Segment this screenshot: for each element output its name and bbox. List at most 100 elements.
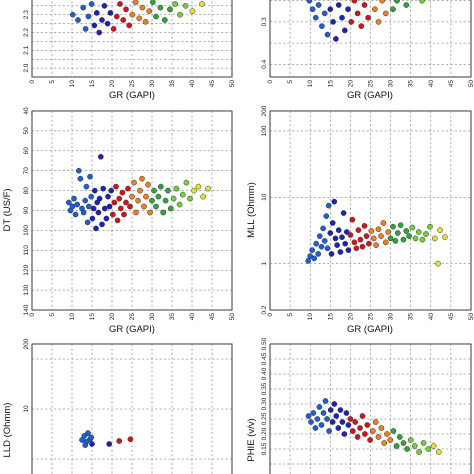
chart-panel-p2: 0 5 10 15 20 25 30 35 40 45 50 0.3 0.4 GR (GAPI)	[261, 0, 474, 101]
data-point	[97, 153, 104, 160]
data-point	[146, 8, 153, 14]
data-point	[343, 229, 350, 235]
data-point	[425, 446, 432, 452]
chart-panel-p6: 0.50 0.45 0.40 0.35 0.30 0.25 0.20 0.15 PHIE (v/…	[246, 337, 472, 474]
data-point	[316, 233, 323, 239]
data-point	[172, 1, 179, 7]
data-point	[153, 203, 159, 210]
data-point	[157, 4, 164, 11]
x-tick-label: 30	[149, 313, 156, 321]
data-point	[404, 446, 410, 452]
data-point	[101, 2, 108, 9]
x-tick-label: 5	[49, 80, 56, 84]
data-point	[415, 229, 422, 235]
data-point	[151, 187, 157, 194]
data-point	[384, 431, 390, 437]
data-point	[139, 4, 146, 11]
data-point	[93, 225, 99, 232]
y-tick-label: 90	[23, 207, 30, 215]
data-point	[345, 6, 351, 13]
data-point	[361, 2, 368, 8]
x-tick-label: 10	[69, 313, 76, 321]
x-tick-label: 0	[267, 80, 274, 84]
data-point	[352, 419, 359, 425]
data-point	[378, 425, 385, 431]
data-point	[74, 201, 81, 208]
data-point	[85, 430, 91, 436]
data-point	[375, 226, 382, 233]
data-point	[419, 0, 425, 4]
data-point	[381, 440, 388, 446]
data-point	[416, 449, 422, 455]
y-tick-label: 70	[23, 167, 30, 175]
data-point	[195, 183, 202, 190]
data-point	[117, 1, 123, 7]
plot-frame	[31, 343, 233, 474]
data-point	[412, 235, 419, 242]
data-point	[80, 209, 87, 216]
data-point	[321, 10, 328, 17]
y-tick-label: 10	[261, 193, 268, 201]
data-point	[394, 230, 401, 236]
data-point	[324, 416, 330, 422]
y-tick-label: 0.40	[261, 367, 268, 380]
data-point	[312, 14, 319, 21]
data-point	[123, 6, 129, 13]
data-point	[157, 183, 164, 190]
y-tick-label: 0.20	[261, 427, 268, 440]
data-point	[355, 227, 362, 233]
y-tick-label: 0.15	[261, 442, 268, 455]
data-point	[419, 236, 426, 243]
y-tick-label: 0.45	[261, 352, 268, 365]
data-point	[349, 428, 356, 434]
x-tick-label: 10	[307, 313, 314, 321]
y-tick-label: 200	[23, 338, 30, 349]
data-point	[113, 13, 120, 20]
data-point	[378, 233, 384, 239]
data-point	[135, 197, 141, 204]
data-point	[324, 245, 331, 252]
data-point	[71, 195, 77, 202]
x-tick-label: 5	[49, 313, 56, 317]
data-point	[390, 6, 396, 13]
data-point	[88, 1, 95, 7]
y-tick-label: 100	[261, 125, 268, 136]
data-point	[320, 410, 327, 416]
data-point	[170, 195, 177, 202]
data-point	[334, 242, 340, 248]
data-point	[173, 185, 180, 192]
data-point	[430, 443, 437, 449]
x-tick-label: 15	[327, 80, 334, 88]
data-point	[339, 419, 346, 425]
data-point	[370, 428, 376, 434]
data-point	[382, 10, 389, 17]
data-point	[99, 221, 105, 228]
y-tick-label: 10	[23, 405, 30, 413]
data-point	[183, 179, 190, 186]
x-tick-label: 45	[448, 80, 455, 88]
data-point	[82, 442, 89, 448]
x-tick-label: 25	[129, 80, 136, 88]
data-point	[143, 193, 149, 200]
data-point	[321, 238, 328, 244]
data-point	[375, 434, 382, 440]
data-point	[314, 416, 321, 422]
data-point	[332, 235, 339, 242]
data-point	[403, 228, 410, 234]
data-point	[435, 260, 441, 267]
data-point	[361, 223, 368, 229]
chart-panel-p1: 0 5 10 15 20 25 30 35 40 45 50 2.3 2.2 2.1 2.0 GR (GAPI…	[23, 0, 236, 101]
x-tick-label: 40	[189, 313, 196, 321]
data-point	[199, 1, 205, 7]
data-point	[108, 187, 115, 194]
x-tick-label: 50	[468, 80, 474, 88]
chart-panel-p3: 0 5 10 15 20 25 30 35 40 45 50 40 50 60 70 80 90 100 110 12…	[2, 107, 236, 335]
x-tick-label: 40	[189, 80, 196, 88]
data-point	[396, 434, 403, 440]
x-tick-label: 35	[408, 80, 415, 88]
data-point	[142, 18, 149, 25]
data-point	[161, 17, 168, 23]
data-point	[309, 247, 316, 253]
y-tick-label: 40	[23, 107, 30, 115]
data-point	[385, 229, 392, 235]
